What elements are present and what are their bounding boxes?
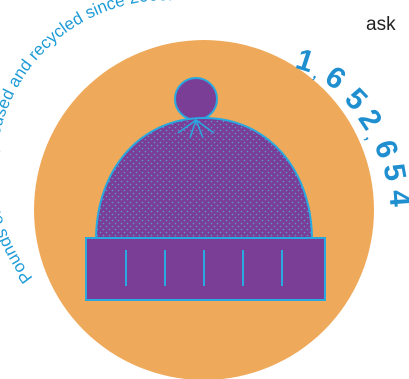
pom-pom	[174, 77, 218, 121]
big-number-char: 6	[368, 136, 405, 162]
beanie-hat-icon	[85, 116, 326, 301]
big-number-char: 5	[377, 161, 409, 183]
brim-ribs	[125, 250, 283, 286]
corner-text: ask	[366, 14, 396, 35]
hat-brim	[85, 237, 326, 301]
big-number-char: ,	[310, 65, 321, 82]
hat-dome	[94, 116, 314, 241]
big-number-char: ,	[361, 131, 378, 142]
big-number-char: 4	[382, 189, 409, 208]
hat-stitch-rays	[177, 119, 215, 139]
